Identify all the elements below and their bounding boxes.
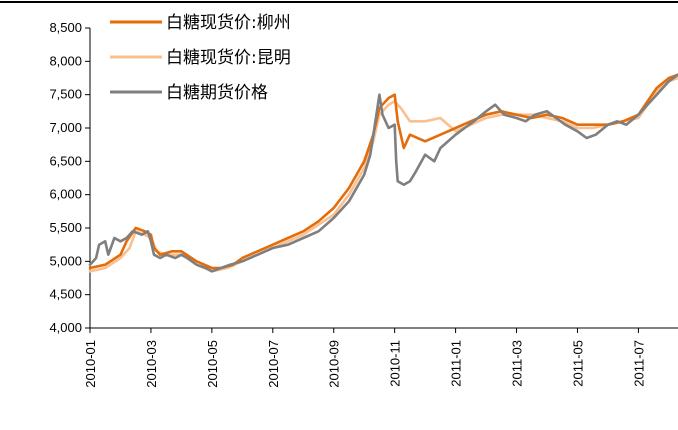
x-tick-label: 2010-01 — [83, 340, 98, 388]
axes-layer: 4,000 4,500 5,000 5,500 6,000 6,500 7,000 7,500… — [49, 20, 678, 388]
legend-label: 白糖期货价格 — [166, 83, 268, 103]
x-tick-label: 2010-11 — [388, 340, 403, 387]
x-tick-label: 2011-07 — [631, 340, 646, 387]
x-tick-label: 2010-05 — [205, 340, 220, 388]
series-line — [88, 73, 678, 273]
x-tick-label: 2011-01 — [449, 340, 464, 387]
y-tick-label: 4,500 — [49, 287, 82, 302]
y-tick-label: 5,000 — [49, 253, 82, 268]
x-tick-label: 2010-07 — [266, 340, 281, 388]
x-tick-label: 2010-09 — [327, 340, 342, 388]
legend-label: 白糖现货价:柳州 — [166, 13, 291, 33]
x-tick-label: 2011-03 — [510, 340, 525, 387]
series-layer — [88, 73, 678, 273]
y-tick-label: 7,500 — [49, 87, 82, 102]
y-tick-label: 8,500 — [49, 20, 82, 35]
y-tick-label: 6,000 — [49, 187, 82, 202]
x-tick-label: 2011-05 — [570, 340, 585, 387]
legend-label: 白糖现货价:昆明 — [166, 48, 291, 68]
y-tick-label: 5,500 — [49, 220, 82, 235]
y-tick-label: 7,000 — [49, 120, 82, 135]
x-tick-label: 2010-03 — [144, 340, 159, 388]
y-tick-label: 4,000 — [49, 320, 82, 335]
y-tick-label: 6,500 — [49, 153, 82, 168]
y-tick-label: 8,000 — [49, 53, 82, 68]
